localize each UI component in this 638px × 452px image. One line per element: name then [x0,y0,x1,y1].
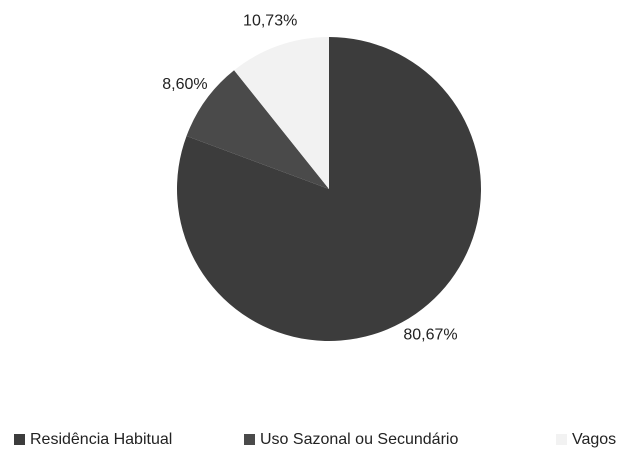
legend-swatch [556,434,567,445]
data-label: 80,67% [403,326,457,343]
legend-swatch [244,434,255,445]
pie-slice [234,37,329,189]
legend-label: Uso Sazonal ou Secundário [260,431,458,448]
legend-label: Vagos [572,431,616,448]
pie-slice [186,70,329,189]
data-label: 10,73% [243,12,297,29]
legend-swatch [14,434,25,445]
legend-label: Residência Habitual [30,431,172,448]
data-label: 8,60% [162,76,207,93]
